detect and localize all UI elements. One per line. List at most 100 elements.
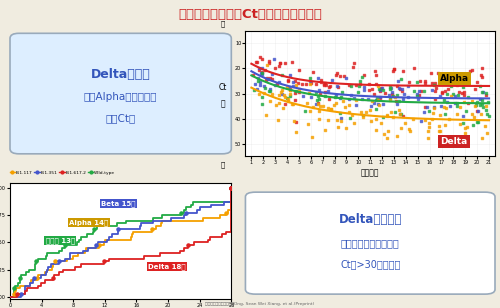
Point — [284, 78, 292, 83]
Point — [254, 66, 262, 71]
Point — [478, 98, 486, 103]
Point — [332, 118, 340, 123]
Point — [316, 79, 324, 84]
Point — [294, 80, 302, 85]
Point — [350, 95, 358, 100]
Point — [322, 82, 330, 87]
Point — [286, 87, 294, 92]
Point — [410, 116, 418, 121]
Point — [389, 115, 397, 120]
Point — [396, 87, 404, 92]
Point — [228, 186, 235, 191]
Point — [380, 88, 388, 93]
Point — [275, 100, 283, 105]
Point — [396, 86, 404, 91]
Point — [379, 114, 387, 119]
Point — [448, 94, 456, 99]
Point — [320, 81, 328, 86]
Point — [286, 87, 294, 92]
Point — [484, 112, 492, 117]
Point — [360, 115, 368, 120]
Point — [266, 89, 274, 94]
Point — [454, 89, 462, 94]
Point — [413, 92, 421, 97]
Point — [324, 118, 332, 123]
Point — [306, 82, 314, 87]
Point — [396, 76, 404, 81]
Point — [334, 125, 342, 130]
Point — [290, 118, 298, 123]
Point — [354, 90, 362, 95]
Point — [256, 55, 264, 60]
Point — [281, 61, 289, 66]
Point — [49, 275, 57, 280]
Point — [478, 102, 486, 107]
Point — [406, 126, 413, 131]
Point — [316, 87, 324, 92]
Point — [374, 98, 382, 103]
Point — [292, 129, 300, 134]
Point — [276, 61, 284, 66]
Point — [443, 91, 451, 96]
Point — [385, 93, 393, 98]
Point — [292, 88, 300, 93]
Text: 高: 高 — [221, 161, 225, 168]
Point — [298, 82, 306, 87]
Point — [436, 113, 444, 118]
Point — [352, 83, 360, 88]
Point — [482, 90, 490, 95]
Point — [430, 105, 438, 110]
Point — [453, 104, 461, 109]
Point — [352, 102, 360, 107]
Point — [428, 81, 436, 86]
Point — [296, 87, 304, 91]
Point — [268, 91, 276, 96]
Point — [61, 243, 69, 248]
Point — [476, 102, 484, 107]
Point — [420, 88, 428, 93]
Point — [374, 101, 382, 106]
Point — [452, 83, 460, 87]
Point — [469, 123, 477, 128]
Point — [414, 97, 422, 102]
Point — [410, 89, 418, 94]
Point — [184, 243, 192, 248]
Point — [257, 70, 265, 75]
Point — [284, 85, 292, 90]
Point — [337, 118, 345, 123]
Text: Ct值>30所需時間: Ct值>30所需時間 — [340, 259, 400, 269]
Point — [379, 101, 387, 106]
Point — [228, 186, 235, 191]
Point — [350, 60, 358, 65]
Point — [10, 286, 18, 291]
Point — [482, 92, 490, 97]
Text: Delta: Delta — [440, 137, 468, 146]
Point — [332, 92, 340, 97]
Point — [315, 108, 323, 113]
FancyBboxPatch shape — [10, 33, 232, 154]
Point — [460, 90, 468, 95]
Point — [393, 84, 401, 89]
Point — [396, 112, 404, 117]
X-axis label: 罹病時間: 罹病時間 — [361, 168, 380, 177]
Point — [396, 126, 404, 131]
Point — [421, 118, 429, 123]
Point — [254, 76, 262, 81]
Point — [316, 92, 324, 97]
Point — [228, 186, 235, 191]
Point — [256, 83, 264, 88]
Point — [306, 75, 314, 80]
Point — [406, 128, 414, 133]
Point — [286, 91, 294, 96]
Point — [291, 78, 299, 83]
Point — [358, 110, 366, 115]
Point — [384, 128, 392, 133]
Point — [30, 275, 38, 280]
Point — [283, 95, 291, 100]
Point — [334, 84, 342, 89]
Point — [420, 110, 428, 115]
Point — [34, 275, 42, 280]
Point — [266, 76, 274, 81]
Point — [370, 91, 378, 96]
Point — [390, 67, 398, 71]
